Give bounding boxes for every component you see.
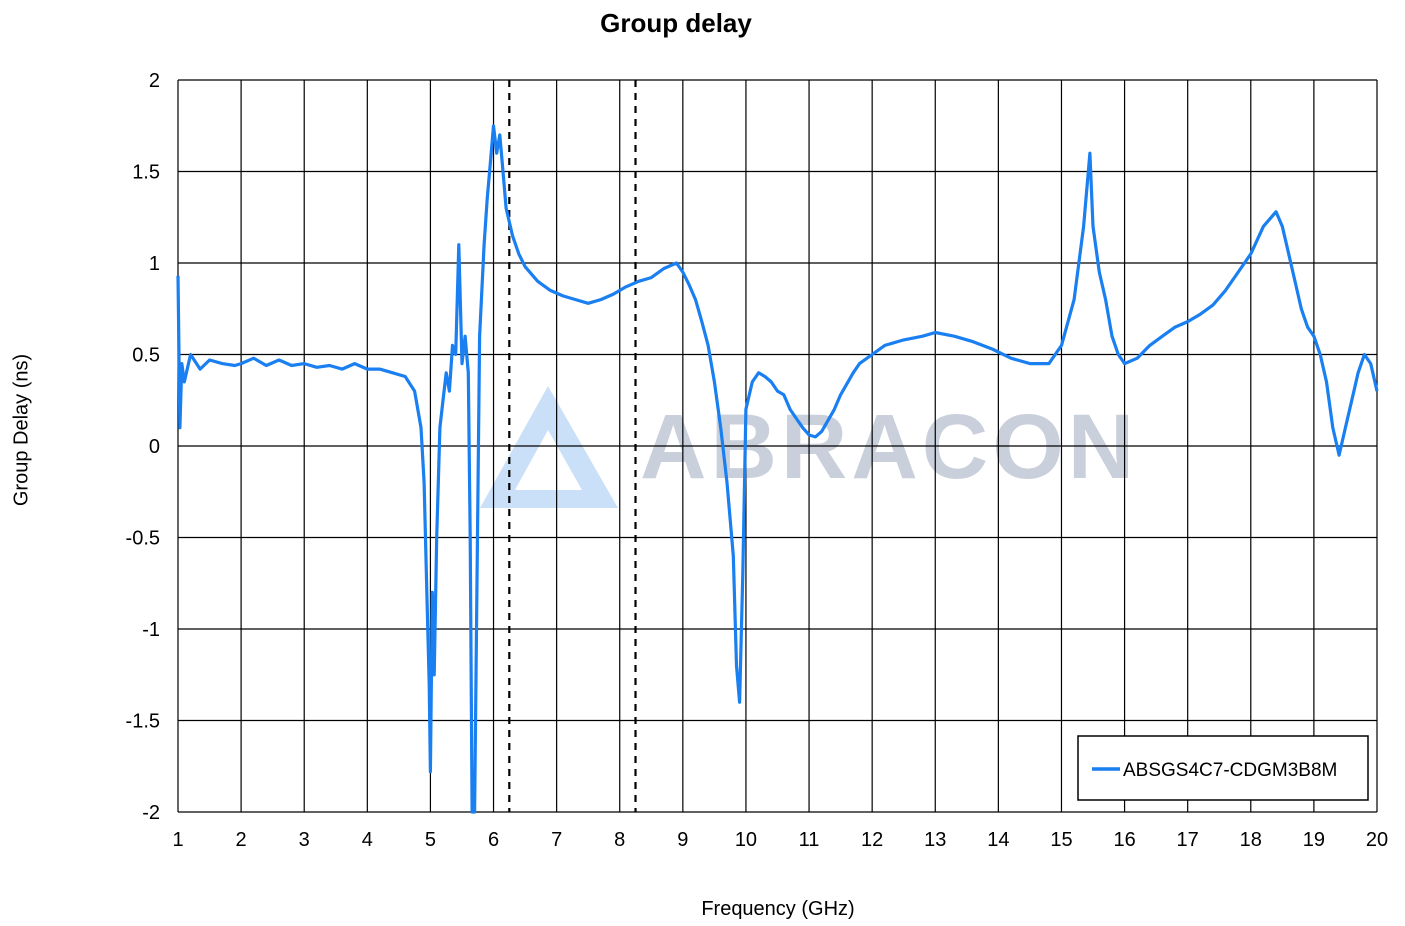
x-tick-label: 14 — [987, 829, 1009, 851]
watermark-text: ABRACON — [640, 396, 1138, 498]
x-tick-label: 18 — [1240, 829, 1262, 851]
dashed-markers — [508, 80, 637, 812]
x-tick-label: 4 — [362, 829, 373, 851]
chart-title: Group delay — [600, 8, 752, 38]
legend: ABSGS4C7-CDGM3B8M — [1077, 735, 1369, 801]
legend-box — [1077, 735, 1369, 801]
x-tick-label: 1 — [172, 829, 183, 851]
x-tick-label: 13 — [924, 829, 946, 851]
y-tick-label: 0 — [149, 436, 160, 458]
chart-grid — [177, 79, 1378, 813]
y-tick-label: -0.5 — [126, 528, 160, 550]
x-tick-label: 10 — [735, 829, 757, 851]
x-tick-label: 17 — [1177, 829, 1199, 851]
x-tick-label: 11 — [799, 829, 820, 851]
series-group — [176, 124, 1379, 814]
x-tick-label: 16 — [1113, 829, 1135, 851]
y-tick-label: 1 — [149, 253, 160, 275]
y-tick-label: -2 — [142, 802, 160, 824]
x-tick-label: 3 — [299, 829, 310, 851]
legend-label: ABSGS4C7-CDGM3B8M — [1123, 760, 1337, 781]
x-tick-label: 7 — [551, 829, 562, 851]
x-tick-label: 8 — [614, 829, 625, 851]
x-tick-label: 20 — [1366, 829, 1388, 851]
y-tick-label: -1 — [142, 619, 160, 641]
x-tick-label: 12 — [861, 829, 883, 851]
watermark-logo — [480, 386, 618, 508]
y-tick-label: -1.5 — [126, 711, 160, 733]
x-tick-label: 2 — [236, 829, 247, 851]
x-tick-label: 19 — [1303, 829, 1325, 851]
x-tick-label: 9 — [677, 829, 688, 851]
y-tick-label: 2 — [149, 70, 160, 92]
tick-labels: 1 2 3 4 5 6 7 8 9 10 11 12 13 14 15 16 17 18 19 2021.510.50… — [126, 70, 1389, 851]
series-line — [176, 124, 1379, 814]
x-axis-label: Frequency (GHz) — [701, 898, 855, 920]
x-tick-label: 6 — [488, 829, 499, 851]
y-tick-label: 1.5 — [132, 162, 160, 184]
y-tick-label: 0.5 — [132, 345, 160, 367]
x-tick-label: 5 — [425, 829, 436, 851]
x-tick-label: 15 — [1050, 829, 1072, 851]
